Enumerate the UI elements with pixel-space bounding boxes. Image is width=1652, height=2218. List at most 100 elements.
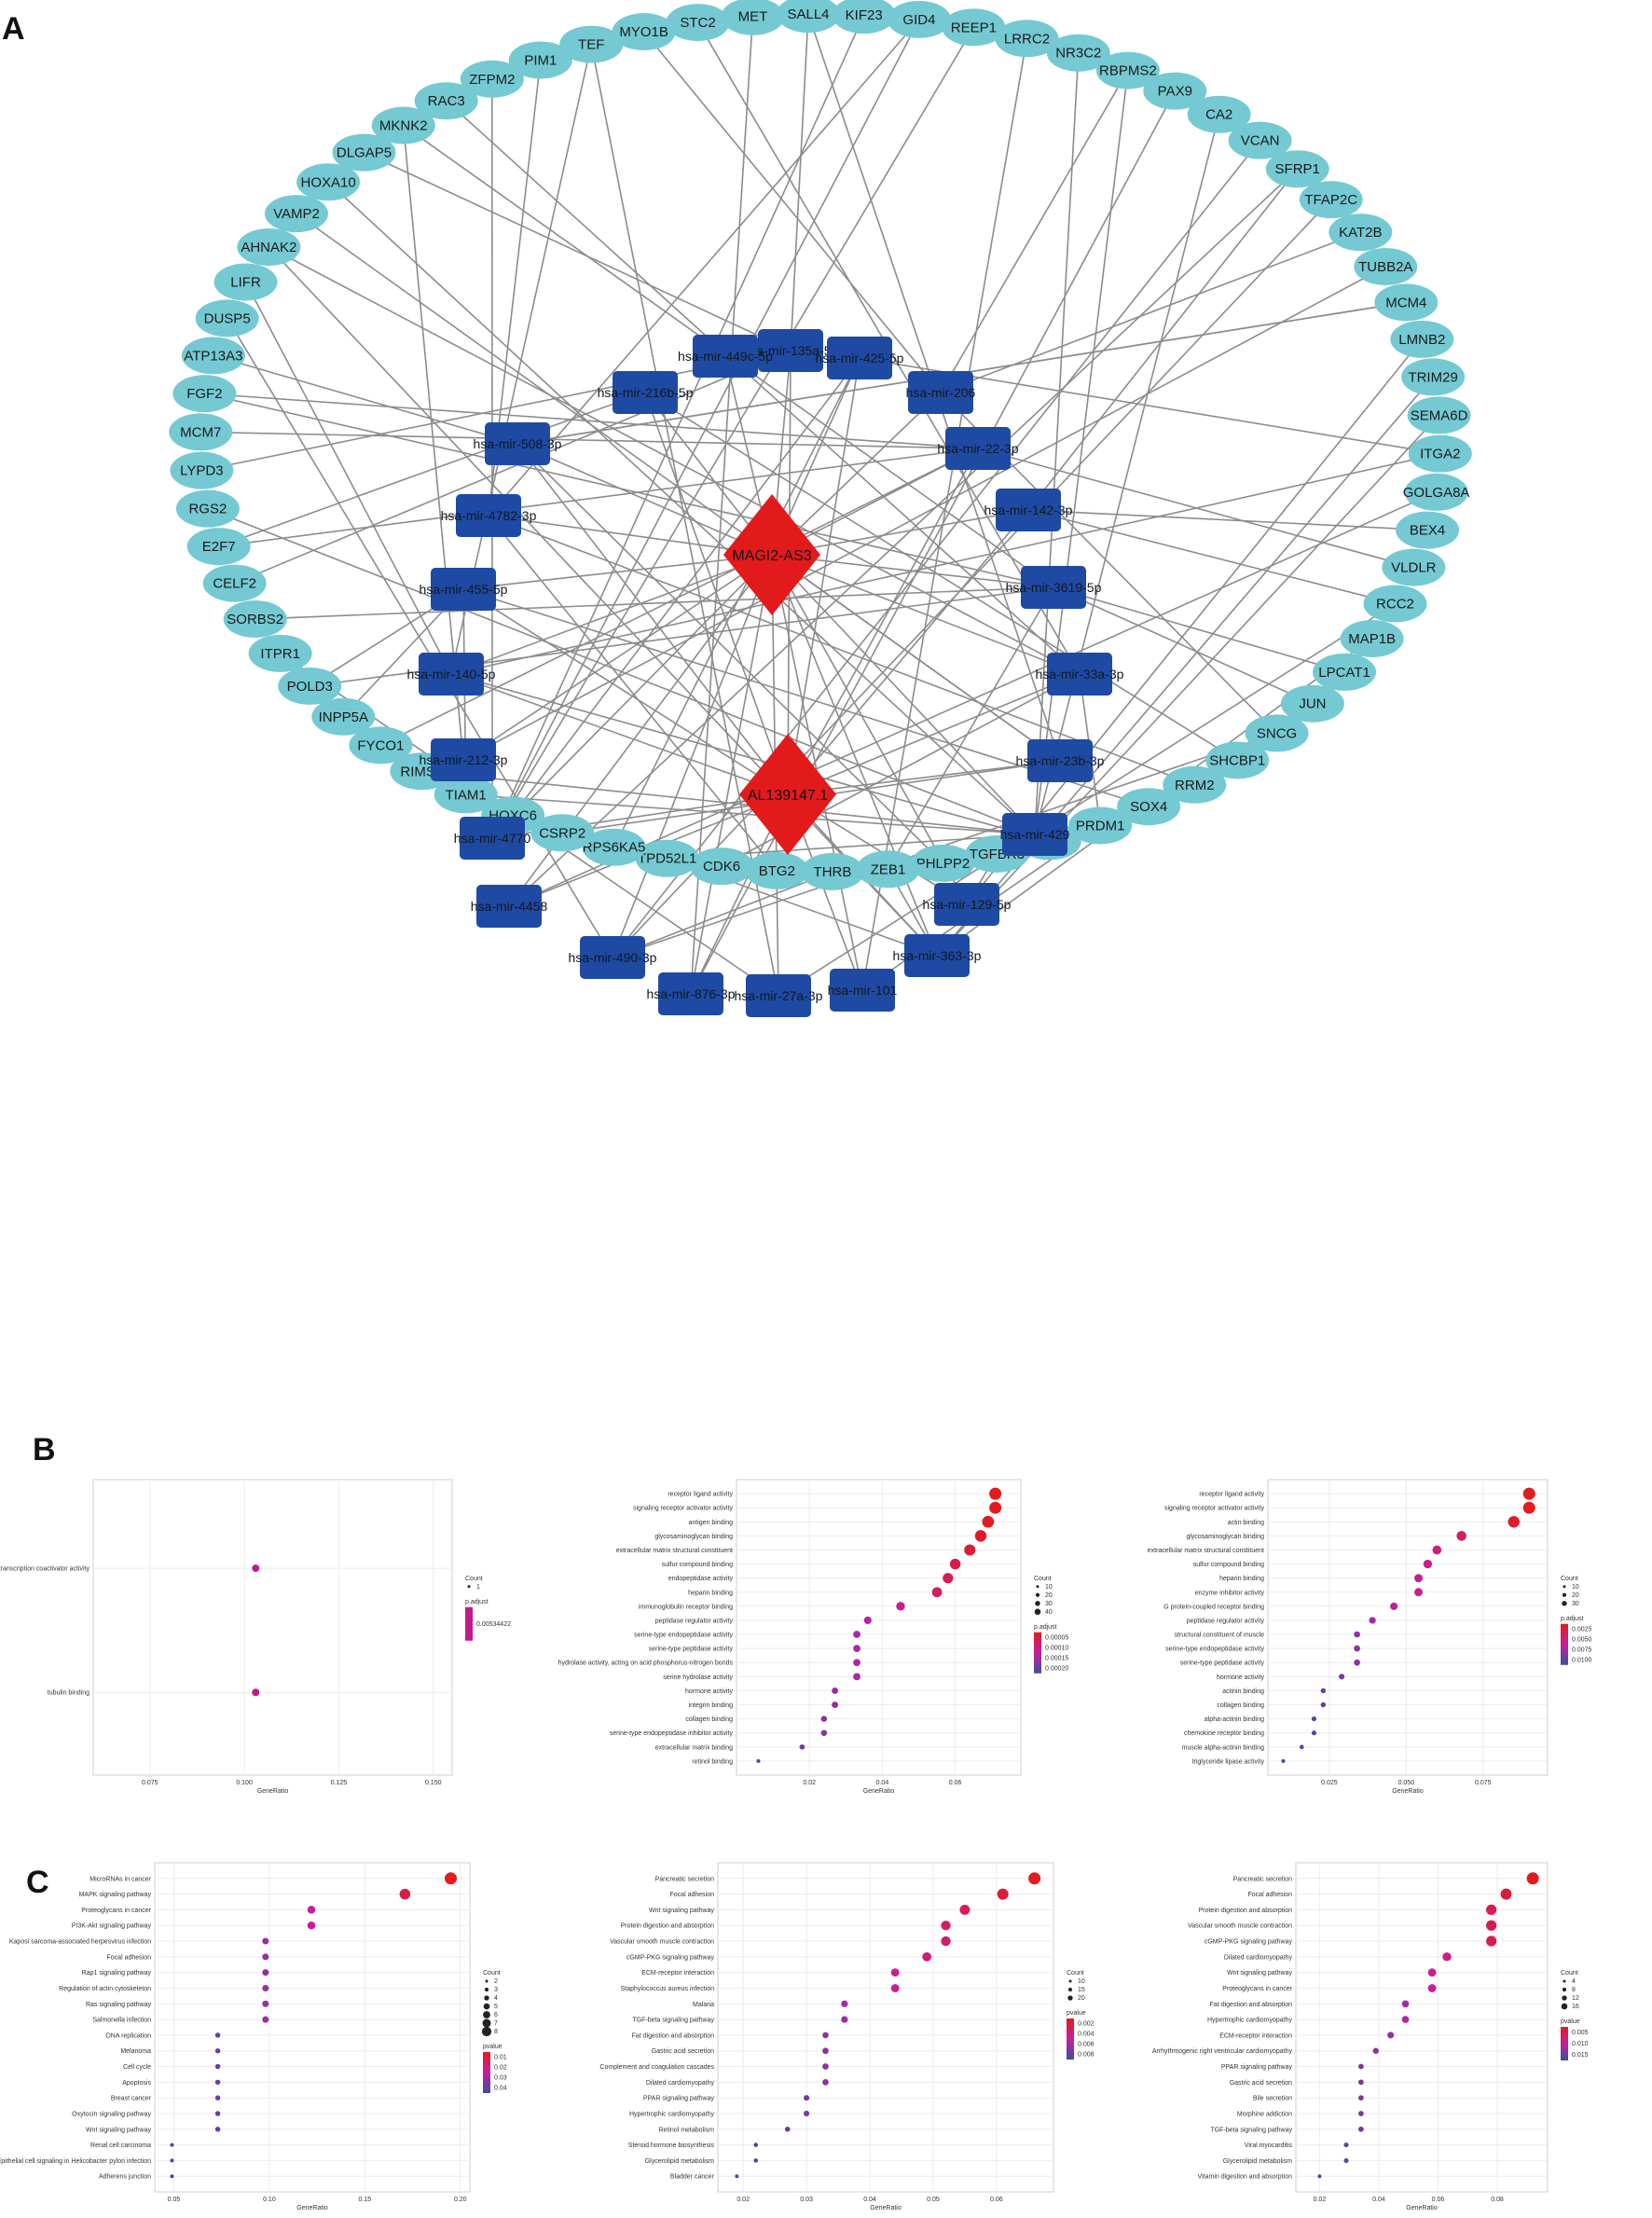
mirna-node-hsa-mir-23b-3p[interactable]: hsa-mir-23b-3p — [1016, 739, 1105, 782]
gene-node-ahnak2[interactable]: AHNAK2 — [237, 227, 301, 266]
legend-size-dot — [1035, 1601, 1040, 1606]
lncrna-node-al139147-1[interactable]: AL139147.1 — [739, 734, 836, 855]
gene-node-stc2[interactable]: STC2 — [666, 4, 730, 42]
gene-node-sema6d[interactable]: SEMA6D — [1407, 396, 1471, 434]
gene-node-sorbs2[interactable]: SORBS2 — [223, 600, 287, 639]
gene-node-lifr[interactable]: LIFR — [213, 263, 278, 301]
gene-node-met[interactable]: MET — [721, 0, 785, 35]
gene-node-reep1[interactable]: REEP1 — [942, 8, 1006, 47]
gene-node-e2f7[interactable]: E2F7 — [186, 528, 251, 566]
gene-node-zeb1[interactable]: ZEB1 — [856, 850, 920, 889]
gene-node-vcan[interactable]: VCAN — [1228, 121, 1292, 159]
gene-node-phlpp2[interactable]: PHLPP2 — [911, 844, 975, 882]
gene-label: MET — [738, 9, 768, 25]
mirna-node-hsa-mir-425-5p[interactable]: hsa-mir-425-5p — [816, 337, 904, 379]
gene-node-kif23[interactable]: KIF23 — [832, 0, 896, 34]
gene-node-inpp5a[interactable]: INPP5A — [311, 697, 376, 736]
gene-node-cdk6[interactable]: CDK6 — [690, 847, 754, 886]
gene-node-thrb[interactable]: THRB — [800, 852, 864, 890]
gene-node-rbpms2[interactable]: RBPMS2 — [1095, 51, 1160, 90]
mirna-node-hsa-mir-212-3p[interactable]: hsa-mir-212-3p — [420, 738, 508, 781]
mirna-node-hsa-mir-140-5p[interactable]: hsa-mir-140-5p — [407, 653, 496, 696]
mirna-node-hsa-mir-449c-5p[interactable]: hsa-mir-449c-5p — [678, 335, 773, 378]
gene-node-pold3[interactable]: POLD3 — [278, 667, 342, 705]
gene-node-rcc2[interactable]: RCC2 — [1363, 585, 1427, 623]
mirna-node-hsa-mir-101[interactable]: hsa-mir-101 — [828, 969, 898, 1012]
mirna-node-hsa-mir-429[interactable]: hsa-mir-429 — [1000, 813, 1070, 856]
gene-node-prdm1[interactable]: PRDM1 — [1068, 806, 1133, 845]
gene-node-atp13a3[interactable]: ATP13A3 — [181, 337, 245, 375]
gene-node-dlgap5[interactable]: DLGAP5 — [332, 133, 396, 172]
gene-node-zfpm2[interactable]: ZFPM2 — [460, 60, 524, 98]
gene-node-map1b[interactable]: MAP1B — [1340, 620, 1404, 658]
mirna-node-hsa-mir-876-3p[interactable]: hsa-mir-876-3p — [647, 972, 736, 1015]
legend-size-title: Count — [1561, 1576, 1578, 1582]
mirna-node-hsa-mir-4782-3p[interactable]: hsa-mir-4782-3p — [441, 494, 537, 537]
gene-node-myo1b[interactable]: MYO1B — [612, 13, 676, 51]
gene-node-dusp5[interactable]: DUSP5 — [195, 299, 259, 338]
mirna-node-hsa-mir-33a-3p[interactable]: hsa-mir-33a-3p — [1036, 653, 1124, 696]
mirna-node-hsa-mir-4770[interactable]: hsa-mir-4770 — [454, 817, 531, 860]
mirna-node-hsa-mir-363-3p[interactable]: hsa-mir-363-3p — [893, 934, 982, 977]
gene-node-shcbp1[interactable]: SHCBP1 — [1205, 741, 1270, 779]
mirna-node-hsa-mir-4458[interactable]: hsa-mir-4458 — [471, 885, 548, 928]
gene-node-mcm7[interactable]: MCM7 — [169, 413, 233, 451]
term-label: hormone activity — [1217, 1674, 1264, 1681]
gene-node-pim1[interactable]: PIM1 — [508, 41, 572, 79]
gene-node-rac3[interactable]: RAC3 — [414, 82, 478, 120]
mirna-node-hsa-mir-27a-3p[interactable]: hsa-mir-27a-3p — [735, 974, 823, 1017]
gene-node-jun[interactable]: JUN — [1280, 684, 1344, 723]
gene-label: LIFR — [230, 275, 261, 291]
gene-node-itpr1[interactable]: ITPR1 — [248, 634, 312, 672]
legend-size-label: 12 — [1572, 1995, 1579, 2002]
mirna-node-hsa-mir-129-5p[interactable]: hsa-mir-129-5p — [923, 883, 1012, 926]
gene-node-lrrc2[interactable]: LRRC2 — [995, 20, 1059, 58]
mirna-node-hsa-mir-22-3p[interactable]: hsa-mir-22-3p — [937, 427, 1019, 470]
gene-node-fgf2[interactable]: FGF2 — [172, 375, 237, 413]
mirna-node-hsa-mir-455-5p[interactable]: hsa-mir-455-5p — [420, 568, 508, 611]
gene-node-vldlr[interactable]: VLDLR — [1382, 548, 1446, 586]
gene-node-nr3c2[interactable]: NR3C2 — [1046, 34, 1110, 72]
gene-node-mknk2[interactable]: MKNK2 — [371, 106, 435, 145]
gene-node-sox4[interactable]: SOX4 — [1117, 788, 1181, 826]
gene-node-lpcat1[interactable]: LPCAT1 — [1313, 653, 1377, 691]
gene-node-tef[interactable]: TEF — [559, 25, 624, 63]
x-axis-title: GeneRatio — [1392, 1788, 1424, 1795]
mirna-node-hsa-mir-216b-5p[interactable]: hsa-mir-216b-5p — [598, 371, 694, 414]
legend-size-dot — [1562, 1592, 1567, 1597]
gene-node-kat2b[interactable]: KAT2B — [1328, 214, 1393, 252]
mirna-node-hsa-mir-3619-5p[interactable]: hsa-mir-3619-5p — [1006, 566, 1102, 609]
mirna-node-hsa-mir-490-3p[interactable]: hsa-mir-490-3p — [569, 936, 657, 979]
gene-node-gid4[interactable]: GID4 — [887, 0, 951, 38]
gene-node-ca2[interactable]: CA2 — [1187, 95, 1251, 133]
gene-node-tfap2c[interactable]: TFAP2C — [1299, 181, 1363, 219]
gene-node-itga2[interactable]: ITGA2 — [1408, 434, 1472, 473]
lncrna-node-magi2-as3[interactable]: MAGI2-AS3 — [723, 494, 820, 615]
gene-node-tiam1[interactable]: TIAM1 — [434, 776, 498, 814]
gene-node-tpd52l1[interactable]: TPD52L1 — [635, 839, 699, 877]
mirna-node-hsa-mir-142-3p[interactable]: hsa-mir-142-3p — [984, 489, 1073, 531]
mirna-node-hsa-mir-508-3p[interactable]: hsa-mir-508-3p — [474, 422, 562, 465]
gene-node-fyco1[interactable]: FYCO1 — [349, 726, 413, 765]
gene-node-btg2[interactable]: BTG2 — [745, 851, 809, 889]
gene-node-mcm4[interactable]: MCM4 — [1374, 283, 1439, 322]
mirna-node-hsa-mir-206[interactable]: hsa-mir-206 — [906, 371, 976, 414]
gene-node-trim29[interactable]: TRIM29 — [1401, 358, 1466, 396]
gene-node-lypd3[interactable]: LYPD3 — [170, 451, 234, 489]
gene-node-bex4[interactable]: BEX4 — [1396, 511, 1460, 549]
gene-node-tubb2a[interactable]: TUBB2A — [1354, 247, 1418, 285]
mirna-node-hsa-mir-135a-5p[interactable]: hsa-mir-135a-5p — [743, 329, 839, 372]
gene-node-sfrp1[interactable]: SFRP1 — [1265, 150, 1329, 188]
gene-node-pax9[interactable]: PAX9 — [1143, 72, 1207, 110]
gene-node-sncg[interactable]: SNCG — [1245, 714, 1309, 752]
gene-node-rrm2[interactable]: RRM2 — [1163, 765, 1227, 804]
gene-node-vamp2[interactable]: VAMP2 — [264, 195, 328, 233]
gene-node-celf2[interactable]: CELF2 — [202, 564, 267, 602]
gene-node-sall4[interactable]: SALL4 — [777, 0, 841, 34]
gene-node-lmnb2[interactable]: LMNB2 — [1390, 320, 1454, 358]
gene-node-rgs2[interactable]: RGS2 — [175, 489, 240, 528]
gene-node-hoxa10[interactable]: HOXA10 — [296, 163, 361, 201]
gene-node-csrp2[interactable]: CSRP2 — [530, 814, 595, 852]
gene-node-rps6ka5[interactable]: RPS6KA5 — [582, 828, 646, 866]
gene-node-golga8a[interactable]: GOLGA8A — [1403, 473, 1470, 511]
